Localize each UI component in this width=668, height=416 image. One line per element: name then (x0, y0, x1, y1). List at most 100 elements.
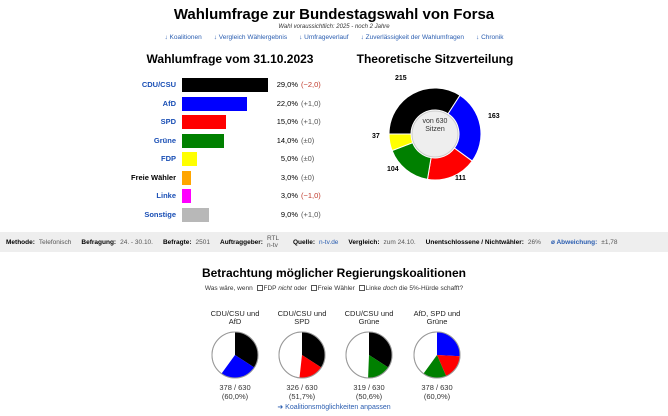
party-name[interactable]: AfD (162, 98, 176, 108)
seat-total-label: von 630 (422, 118, 448, 125)
nav-link-umfrageverlauf[interactable]: ↓ Umfrageverlauf (299, 34, 349, 41)
coalition-name: AfD, SPD und Grüne (404, 302, 470, 326)
page-title: Wahlumfrage zur Bundestagswahl von Forsa (173, 6, 495, 23)
poll-title: Wahlumfrage vom 31.10.2023 (146, 52, 314, 66)
section-nav: ↓ Koalitionen ↓ Vergleich Wählergebnis ↓… (0, 34, 668, 41)
party-row: Linke 3,0% (−1,0) (120, 187, 330, 204)
coalition-seat-count: 319 / 630 (353, 383, 385, 392)
coalition-seats: 378 / 630 (60,0%) (202, 383, 268, 401)
respondents-key: Befragte: (162, 238, 192, 246)
coalition-name-text: CDU/CSU und AfD (210, 309, 260, 326)
party-name[interactable]: CDU/CSU (141, 80, 176, 89)
coalition-slice (299, 355, 322, 378)
question-doch: doch (382, 285, 398, 292)
bar-area (180, 207, 272, 222)
coalition-pie-outline (413, 331, 461, 379)
party-row: Grüne 14,0% (±0) (120, 132, 330, 149)
deviation-value: ±1,78 (601, 238, 618, 246)
seat-label-fdp: 37 (372, 133, 380, 140)
coalition-name: CDU/CSU und Grüne (336, 302, 402, 326)
nav-link-zuverlaessigkeit[interactable]: ↓ Zuverlässigkeit der Wahlumfragen (360, 34, 465, 41)
comparison-key: Vergleich: (348, 238, 380, 246)
source-key: Quelle: (292, 238, 316, 246)
party-bar (182, 133, 224, 148)
coalition-seat-count: 378 / 630 (421, 383, 453, 392)
nav-link-vergleich[interactable]: ↓ Vergleich Wählergebnis (213, 34, 288, 41)
party-name[interactable]: Grüne (153, 135, 176, 145)
comparison-value: zum 24.10. (383, 238, 416, 246)
party-name[interactable]: Linke (156, 191, 176, 200)
bar-area (180, 170, 272, 185)
checkbox-fdp-label: FDP (263, 285, 277, 292)
coalition-pie-outline (345, 331, 393, 379)
coalition-pie (211, 331, 259, 379)
seat-label-cducsu: 215 (395, 75, 407, 82)
seat-label-afd: 163 (488, 113, 500, 120)
coalition-slice (221, 355, 255, 378)
seat-center-disc (411, 110, 459, 158)
seat-label-gruene: 104 (387, 166, 399, 173)
party-bar (182, 78, 268, 92)
client-key: Auftraggeber: (220, 238, 263, 246)
party-percent: 14,0% (276, 135, 298, 145)
method-value: Telefonisch (38, 238, 72, 246)
party-row: SPD 15,0% (+1,0) (120, 113, 330, 130)
nav-link-chronik[interactable]: ↓ Chronik (476, 34, 504, 41)
coalition-name-text: CDU/CSU und Grüne (344, 309, 394, 326)
party-bar (182, 115, 227, 129)
coalition-name: CDU/CSU und AfD (202, 302, 268, 326)
coalition-slice (437, 355, 460, 377)
coalition-pie (345, 331, 393, 379)
coalition-pie-outline (278, 331, 326, 379)
client-value: RTL n-tv (266, 235, 279, 249)
party-bar (182, 152, 197, 166)
seat-distribution-donut (388, 87, 482, 181)
party-name[interactable]: Sonstige (144, 209, 176, 219)
coalition-seat-percent: (51,7%) (288, 392, 316, 401)
question-suffix: die 5%-Hürde schafft? (398, 285, 464, 292)
checkbox-freie-waehler-label: Freie Wähler (317, 285, 355, 292)
respondents-value: 2501 (195, 238, 210, 246)
question-prefix: Was wäre, wenn (204, 285, 253, 292)
undecided-key: Unentschlossene / Nichtwähler: (425, 238, 524, 246)
bar-area (180, 77, 272, 92)
bar-area (180, 188, 272, 203)
party-row: AfD 22,0% (+1,0) (120, 95, 330, 112)
party-change: (−2,0) (301, 80, 321, 89)
bar-area (180, 114, 272, 129)
party-percent: 5,0% (280, 154, 298, 163)
coalition-item: AfD, SPD und Grüne 378 / 630 (60,0%) (404, 302, 470, 401)
party-name[interactable]: SPD (160, 117, 176, 126)
party-change: (±0) (301, 172, 315, 182)
adjust-coalitions-link[interactable]: ➜ Koalitionsmöglichkeiten anpassen (277, 404, 391, 411)
checkbox-linke-label: Linke (365, 285, 382, 292)
party-percent: 22,0% (276, 98, 298, 108)
party-percent: 3,0% (280, 172, 298, 182)
party-bar (182, 170, 191, 185)
undecided-value: 26% (527, 238, 541, 246)
coalition-seat-percent: (60,0%) (423, 392, 451, 401)
party-bar (182, 207, 209, 222)
party-change: (±0) (301, 135, 315, 145)
question-nicht: nicht (278, 285, 292, 292)
party-change: (+1,0) (301, 117, 321, 126)
coalition-name-text: AfD, SPD und Grüne (413, 309, 461, 326)
party-name[interactable]: FDP (161, 154, 176, 163)
seat-label-spd: 111 (455, 175, 466, 182)
nav-link-koalitionen[interactable]: ↓ Koalitionen (164, 34, 202, 41)
party-row: Freie Wähler 3,0% (±0) (120, 169, 330, 186)
checkbox-freie-waehler[interactable] (310, 285, 317, 292)
coalition-pie-outline (211, 331, 259, 379)
bar-area (180, 96, 272, 111)
party-row: Sonstige 9,0% (+1,0) (120, 206, 330, 223)
coalition-slice (423, 355, 447, 378)
checkbox-fdp[interactable] (256, 285, 263, 292)
seat-center-label: von 630 Sitzen (405, 118, 465, 134)
source-link[interactable]: n-tv.de (319, 238, 339, 246)
deviation-link[interactable]: ø Abweichung: (550, 238, 598, 246)
checkbox-linke[interactable] (358, 285, 365, 292)
seat-slice (388, 87, 461, 135)
coalition-seat-count: 378 / 630 (219, 383, 251, 392)
coalition-seats: 326 / 630 (51,7%) (269, 383, 335, 401)
coalition-pie (278, 331, 326, 379)
